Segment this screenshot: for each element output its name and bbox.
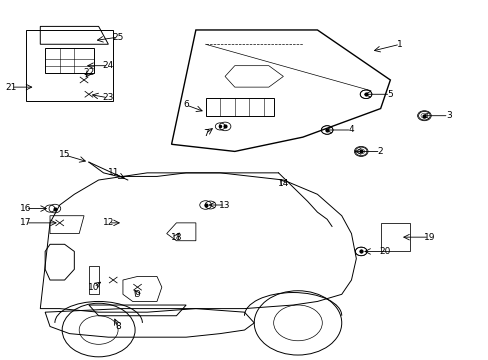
Text: 1: 1 — [396, 40, 402, 49]
Text: 7: 7 — [203, 129, 208, 138]
Text: 11: 11 — [107, 168, 119, 177]
Text: 17: 17 — [20, 219, 31, 228]
Text: 22: 22 — [83, 68, 94, 77]
Text: 25: 25 — [112, 33, 123, 42]
Text: 14: 14 — [277, 179, 288, 188]
Text: 18: 18 — [170, 233, 182, 242]
Text: 23: 23 — [102, 93, 114, 102]
Text: 13: 13 — [219, 201, 230, 210]
Text: 21: 21 — [5, 83, 17, 92]
Text: 9: 9 — [134, 290, 140, 299]
Text: 24: 24 — [102, 61, 114, 70]
Text: 8: 8 — [115, 322, 121, 331]
Text: 3: 3 — [445, 111, 450, 120]
Text: 15: 15 — [59, 150, 70, 159]
Text: 20: 20 — [379, 247, 390, 256]
Text: 6: 6 — [183, 100, 189, 109]
Text: 5: 5 — [386, 90, 392, 99]
Text: 16: 16 — [20, 204, 31, 213]
Text: 12: 12 — [102, 219, 114, 228]
Text: 10: 10 — [88, 283, 100, 292]
Text: 4: 4 — [348, 126, 354, 135]
Text: 2: 2 — [377, 147, 383, 156]
Text: 19: 19 — [423, 233, 434, 242]
